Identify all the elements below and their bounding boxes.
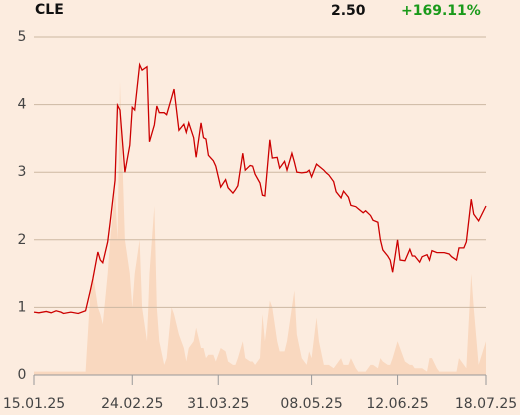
y-tick-label: 2 [18, 232, 27, 248]
y-tick-label: 4 [18, 97, 27, 113]
x-tick-label: 08.05.25 [280, 396, 342, 412]
x-tick-label: 24.02.25 [101, 396, 163, 412]
x-tick-label: 18.07.25 [455, 396, 517, 412]
price-line [33, 62, 487, 315]
y-tick-label: 3 [18, 164, 27, 180]
y-tick-label: 0 [18, 367, 27, 383]
x-tick-label: 31.03.25 [187, 396, 249, 412]
change: +169.11% [401, 3, 481, 19]
y-tick-label: 1 [18, 299, 27, 315]
y-tick-label: 5 [18, 29, 27, 45]
price: 2.50 [331, 3, 366, 19]
ticker: CLE [35, 2, 64, 18]
x-tick-label: 12.06.25 [366, 396, 428, 412]
x-tick-label: 15.01.25 [3, 396, 65, 412]
volume-area [34, 80, 486, 375]
